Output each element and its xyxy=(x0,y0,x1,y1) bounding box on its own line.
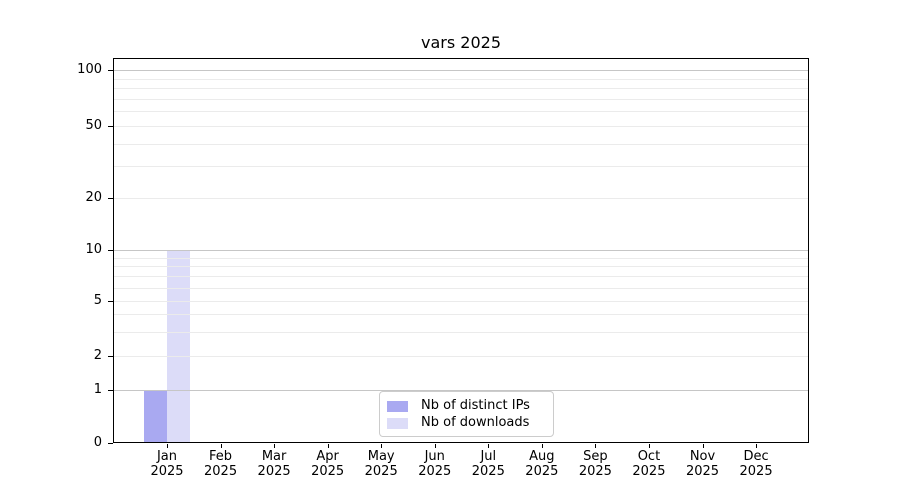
gridline-minor xyxy=(113,126,809,127)
x-axis-month-label: Nov 2025 xyxy=(685,449,720,479)
plot-area xyxy=(113,58,809,443)
gridline-minor xyxy=(113,301,809,302)
x-tick-mark xyxy=(381,444,383,448)
chart-title: vars 2025 xyxy=(421,33,501,52)
y-tick-mark xyxy=(108,390,113,391)
x-tick-mark xyxy=(274,444,276,448)
x-tick-mark xyxy=(434,444,436,448)
x-tick-mark xyxy=(595,444,597,448)
x-tick-mark xyxy=(702,444,704,448)
y-axis-tick-label: 2 xyxy=(93,348,102,363)
x-axis-month-label: Jun 2025 xyxy=(418,449,452,479)
legend-swatch xyxy=(387,400,408,412)
x-tick-mark xyxy=(541,444,543,448)
x-axis-month-label: Feb 2025 xyxy=(204,449,238,479)
x-tick-mark xyxy=(220,444,222,448)
y-tick-mark xyxy=(108,70,113,71)
x-axis-month-label: Apr 2025 xyxy=(311,449,345,479)
y-tick-mark xyxy=(108,443,113,444)
gridline-major xyxy=(113,390,809,391)
x-axis-month-label: Jul 2025 xyxy=(471,449,505,479)
bar-nb-of-distinct-ips xyxy=(143,390,167,443)
x-axis-month-label: Sep 2025 xyxy=(578,449,612,479)
y-tick-mark xyxy=(108,356,113,357)
gridline-minor xyxy=(113,166,809,168)
y-tick-mark xyxy=(108,126,113,127)
x-axis-month-label: Dec 2025 xyxy=(739,449,773,479)
legend-label: Nb of downloads xyxy=(421,415,530,430)
x-tick-mark xyxy=(648,444,650,448)
gridline-minor xyxy=(113,276,809,278)
y-axis-tick-label: 100 xyxy=(77,62,102,77)
y-axis-tick-label: 5 xyxy=(93,293,102,308)
y-axis-tick-label: 1 xyxy=(93,382,102,397)
bar-nb-of-downloads xyxy=(166,250,190,443)
gridline-minor xyxy=(113,143,809,145)
legend-swatch xyxy=(387,417,408,429)
gridline-minor xyxy=(113,287,809,289)
y-axis-tick-label: 20 xyxy=(85,190,102,205)
gridline-minor xyxy=(113,257,809,259)
gridline-minor xyxy=(113,314,809,316)
x-axis-month-label: Oct 2025 xyxy=(632,449,666,479)
gridline-minor xyxy=(113,78,809,80)
gridline-minor xyxy=(113,88,809,90)
x-tick-mark xyxy=(167,444,168,448)
gridline-minor xyxy=(113,331,809,333)
gridline-minor xyxy=(113,98,809,100)
x-axis-month-label: Mar 2025 xyxy=(257,449,291,479)
y-tick-mark xyxy=(108,301,113,302)
x-tick-mark xyxy=(756,444,758,448)
x-tick-mark xyxy=(327,444,329,448)
gridline-minor xyxy=(113,266,809,268)
legend-label: Nb of distinct IPs xyxy=(421,398,530,413)
x-axis-month-label: Jan 2025 xyxy=(150,449,184,479)
gridline-minor xyxy=(113,111,809,113)
legend-item: Nb of downloads xyxy=(387,415,545,431)
gridline-minor xyxy=(113,198,809,199)
y-tick-mark xyxy=(108,250,113,251)
gridline-major xyxy=(113,250,809,251)
x-axis-month-label: May 2025 xyxy=(364,449,398,479)
legend: Nb of distinct IPs Nb of downloads xyxy=(379,391,554,437)
gridline-minor xyxy=(113,356,809,357)
x-axis-month-label: Aug 2025 xyxy=(525,449,559,479)
x-tick-mark xyxy=(488,444,490,448)
legend-item: Nb of distinct IPs xyxy=(387,398,545,414)
y-axis-tick-label: 50 xyxy=(85,118,102,133)
y-axis-tick-label: 10 xyxy=(85,242,102,257)
y-axis-tick-label: 0 xyxy=(93,435,102,450)
gridline-major xyxy=(113,70,809,71)
y-tick-mark xyxy=(108,198,113,199)
